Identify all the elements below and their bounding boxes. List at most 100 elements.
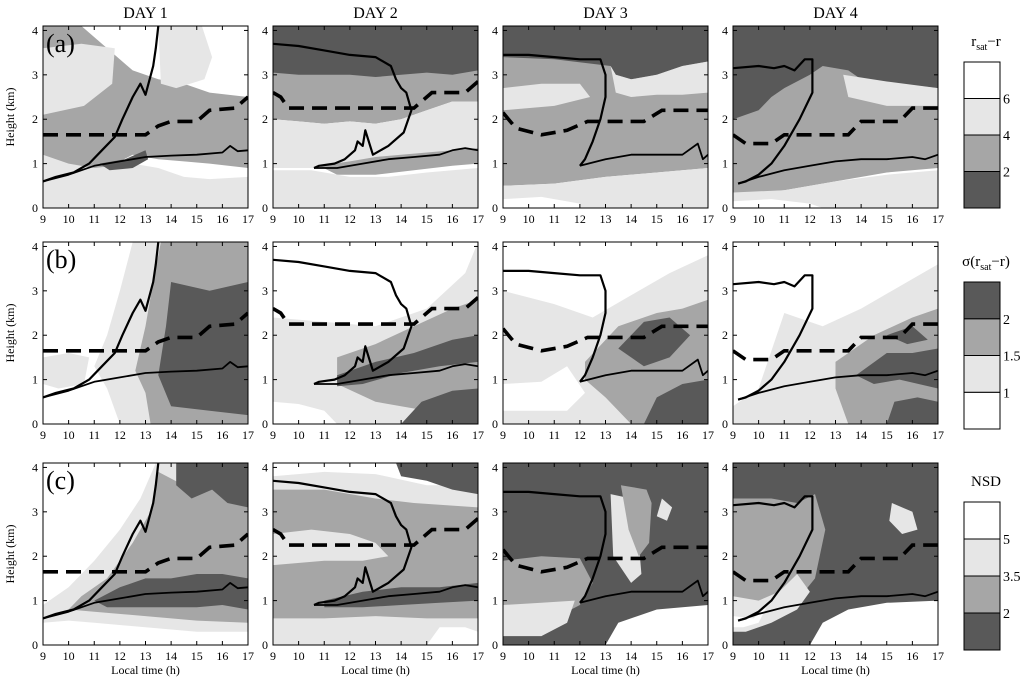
y-tick-label: 1: [262, 157, 268, 171]
x-tick-label: 16: [446, 428, 458, 442]
dashed-line: [43, 311, 248, 353]
y-tick-label: 3: [722, 68, 728, 82]
y-tick-label: 2: [32, 112, 38, 126]
y-tick-label: 0: [262, 638, 268, 652]
x-tick-label: 15: [881, 212, 893, 226]
x-tick-label: 13: [140, 212, 152, 226]
dashed-line: [273, 80, 478, 110]
contour-band-level-1: [733, 170, 938, 208]
contour-band-level-3: [401, 388, 478, 424]
dashed-line: [733, 543, 938, 583]
contour-band-level-1: [273, 529, 389, 566]
x-tick-label: 16: [676, 212, 688, 226]
contour-band-level-0: [273, 401, 338, 424]
x-tick-label: 14: [625, 212, 637, 226]
colorbar-segment: [963, 501, 1001, 540]
y-tick-label: 2: [722, 112, 728, 126]
x-tick-label: 14: [395, 212, 407, 226]
x-tick-label: 12: [574, 212, 586, 226]
y-tick-label: 0: [492, 417, 498, 431]
lower-line: [579, 579, 708, 604]
colorbar-tick-label: 4: [1003, 129, 1010, 144]
y-axis-title: Height (km): [3, 88, 17, 147]
colorbar-segment: [963, 391, 1001, 430]
x-tick-label: 9: [270, 428, 276, 442]
x-axis-title: Local time (h): [341, 663, 410, 677]
y-tick-label: 0: [492, 638, 498, 652]
lower-line: [314, 147, 478, 169]
y-tick-label: 4: [492, 23, 498, 37]
contour-band-level-1: [610, 61, 708, 97]
x-tick-label: 12: [574, 428, 586, 442]
y-tick-label: 0: [492, 201, 498, 215]
x-tick-label: 14: [395, 428, 407, 442]
x-tick-label: 14: [625, 649, 637, 663]
x-tick-label: 17: [242, 428, 254, 442]
y-tick-label: 1: [722, 594, 728, 608]
y-tick-label: 4: [32, 239, 38, 253]
y-tick-label: 3: [492, 68, 498, 82]
x-tick-label: 13: [140, 649, 152, 663]
x-tick-label: 10: [63, 428, 75, 442]
lower-line: [314, 363, 478, 385]
boundary-line: [503, 53, 607, 167]
y-tick-label: 4: [722, 23, 728, 37]
y-tick-label: 2: [722, 328, 728, 342]
contour-band-level-1: [273, 168, 478, 208]
x-tick-label: 11: [548, 428, 560, 442]
x-tick-label: 17: [242, 649, 254, 663]
contour-band-level-1: [503, 600, 575, 637]
contour-band-level-3: [733, 26, 938, 120]
y-tick-label: 3: [32, 68, 38, 82]
y-tick-label: 0: [32, 417, 38, 431]
y-tick-label: 3: [32, 505, 38, 519]
x-tick-label: 14: [165, 212, 177, 226]
dashed-line: [733, 106, 938, 146]
x-tick-label: 10: [523, 428, 535, 442]
x-tick-label: 17: [242, 212, 254, 226]
y-tick-label: 1: [492, 373, 498, 387]
lower-line: [579, 358, 708, 383]
x-tick-label: 10: [293, 428, 305, 442]
colorbar-segment: [963, 318, 1001, 356]
boundary-line: [273, 479, 413, 607]
x-tick-label: 17: [932, 428, 944, 442]
dashed-line: [273, 517, 478, 547]
dashed-line: [43, 95, 248, 137]
y-tick-label: 3: [722, 505, 728, 519]
y-axis-title: Height (km): [3, 304, 17, 363]
y-tick-label: 0: [722, 201, 728, 215]
boundary-line: [733, 495, 814, 622]
contour-band-level-3: [886, 326, 928, 345]
x-tick-label: 9: [500, 649, 506, 663]
y-tick-label: 4: [262, 23, 268, 37]
x-tick-label: 13: [830, 212, 842, 226]
y-tick-label: 4: [722, 460, 728, 474]
y-tick-label: 1: [32, 157, 38, 171]
x-tick-label: 12: [574, 649, 586, 663]
contour-band-level-1: [273, 101, 478, 168]
x-tick-label: 16: [216, 649, 228, 663]
x-tick-label: 17: [702, 649, 714, 663]
x-tick-label: 15: [191, 212, 203, 226]
x-tick-label: 17: [932, 212, 944, 226]
x-tick-label: 14: [165, 649, 177, 663]
x-tick-label: 11: [548, 649, 560, 663]
y-tick-label: 4: [722, 239, 728, 253]
colorbar-segment: [963, 355, 1001, 393]
contour-band-level-1: [503, 83, 591, 111]
y-tick-label: 2: [492, 328, 498, 342]
lower-line: [43, 582, 248, 620]
x-tick-label: 15: [651, 428, 663, 442]
x-tick-label: 15: [421, 649, 433, 663]
x-tick-label: 10: [753, 428, 765, 442]
x-tick-label: 15: [651, 212, 663, 226]
x-tick-label: 12: [114, 428, 126, 442]
colorbar-b: 1 1.5 2 σ(rsat−r): [962, 254, 1021, 430]
colorbar-segment: [963, 612, 1001, 651]
y-tick-label: 3: [262, 284, 268, 298]
